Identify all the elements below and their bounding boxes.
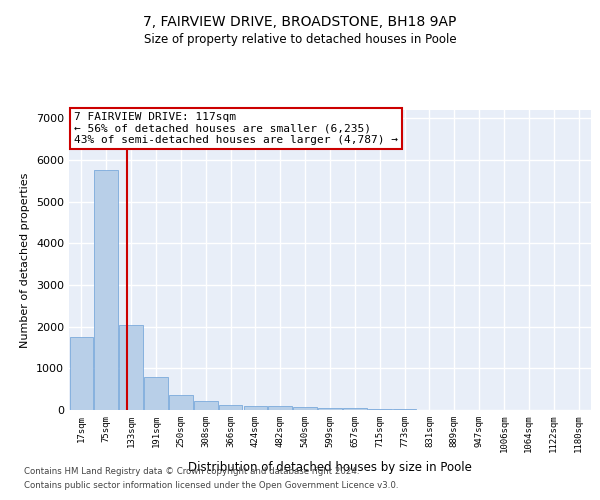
Bar xyxy=(268,406,292,410)
Bar xyxy=(169,394,193,410)
Text: 7 FAIRVIEW DRIVE: 117sqm
← 56% of detached houses are smaller (6,235)
43% of sem: 7 FAIRVIEW DRIVE: 117sqm ← 56% of detach… xyxy=(74,112,398,144)
Text: Size of property relative to detached houses in Poole: Size of property relative to detached ho… xyxy=(143,32,457,46)
Bar xyxy=(70,337,93,410)
Bar xyxy=(343,408,367,410)
Bar xyxy=(94,170,118,410)
Bar xyxy=(318,408,342,410)
Bar xyxy=(368,409,392,410)
Text: Contains public sector information licensed under the Open Government Licence v3: Contains public sector information licen… xyxy=(24,481,398,490)
Y-axis label: Number of detached properties: Number of detached properties xyxy=(20,172,31,348)
Bar xyxy=(119,324,143,410)
Bar xyxy=(293,407,317,410)
Text: Contains HM Land Registry data © Crown copyright and database right 2024.: Contains HM Land Registry data © Crown c… xyxy=(24,467,359,476)
Bar xyxy=(244,406,267,410)
X-axis label: Distribution of detached houses by size in Poole: Distribution of detached houses by size … xyxy=(188,461,472,474)
Bar xyxy=(144,376,168,410)
Bar xyxy=(219,404,242,410)
Bar xyxy=(194,401,218,410)
Text: 7, FAIRVIEW DRIVE, BROADSTONE, BH18 9AP: 7, FAIRVIEW DRIVE, BROADSTONE, BH18 9AP xyxy=(143,15,457,29)
